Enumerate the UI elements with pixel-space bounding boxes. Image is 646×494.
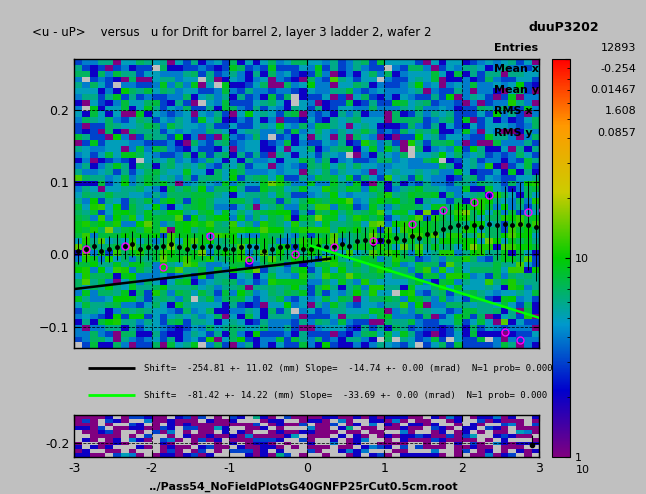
Text: <u - uP>    versus   u for Drift for barrel 2, layer 3 ladder 2, wafer 2: <u - uP> versus u for Drift for barrel 2… xyxy=(32,26,432,39)
Text: Mean y: Mean y xyxy=(494,85,539,95)
Text: Shift=  -254.81 +- 11.02 (mm) Slope=  -14.74 +- 0.00 (mrad)  N=1 prob= 0.000: Shift= -254.81 +- 11.02 (mm) Slope= -14.… xyxy=(144,364,552,372)
Text: Shift=  -81.42 +- 14.22 (mm) Slope=  -33.69 +- 0.00 (mrad)  N=1 prob= 0.000: Shift= -81.42 +- 14.22 (mm) Slope= -33.6… xyxy=(144,391,547,400)
Text: Mean x: Mean x xyxy=(494,64,539,74)
Text: 10: 10 xyxy=(576,465,590,475)
Text: Entries: Entries xyxy=(494,43,538,53)
Text: 12893: 12893 xyxy=(601,43,636,53)
Text: 0.0857: 0.0857 xyxy=(598,127,636,138)
Text: 0.01467: 0.01467 xyxy=(590,85,636,95)
Text: -0.254: -0.254 xyxy=(601,64,636,74)
Text: RMS y: RMS y xyxy=(494,127,532,138)
Text: ../Pass54_NoFieldPlotsG40GNFP25rCut0.5cm.root: ../Pass54_NoFieldPlotsG40GNFP25rCut0.5cm… xyxy=(149,481,459,492)
Text: 1.608: 1.608 xyxy=(605,107,636,117)
Text: duuP3202: duuP3202 xyxy=(528,21,599,34)
Text: RMS x: RMS x xyxy=(494,107,532,117)
